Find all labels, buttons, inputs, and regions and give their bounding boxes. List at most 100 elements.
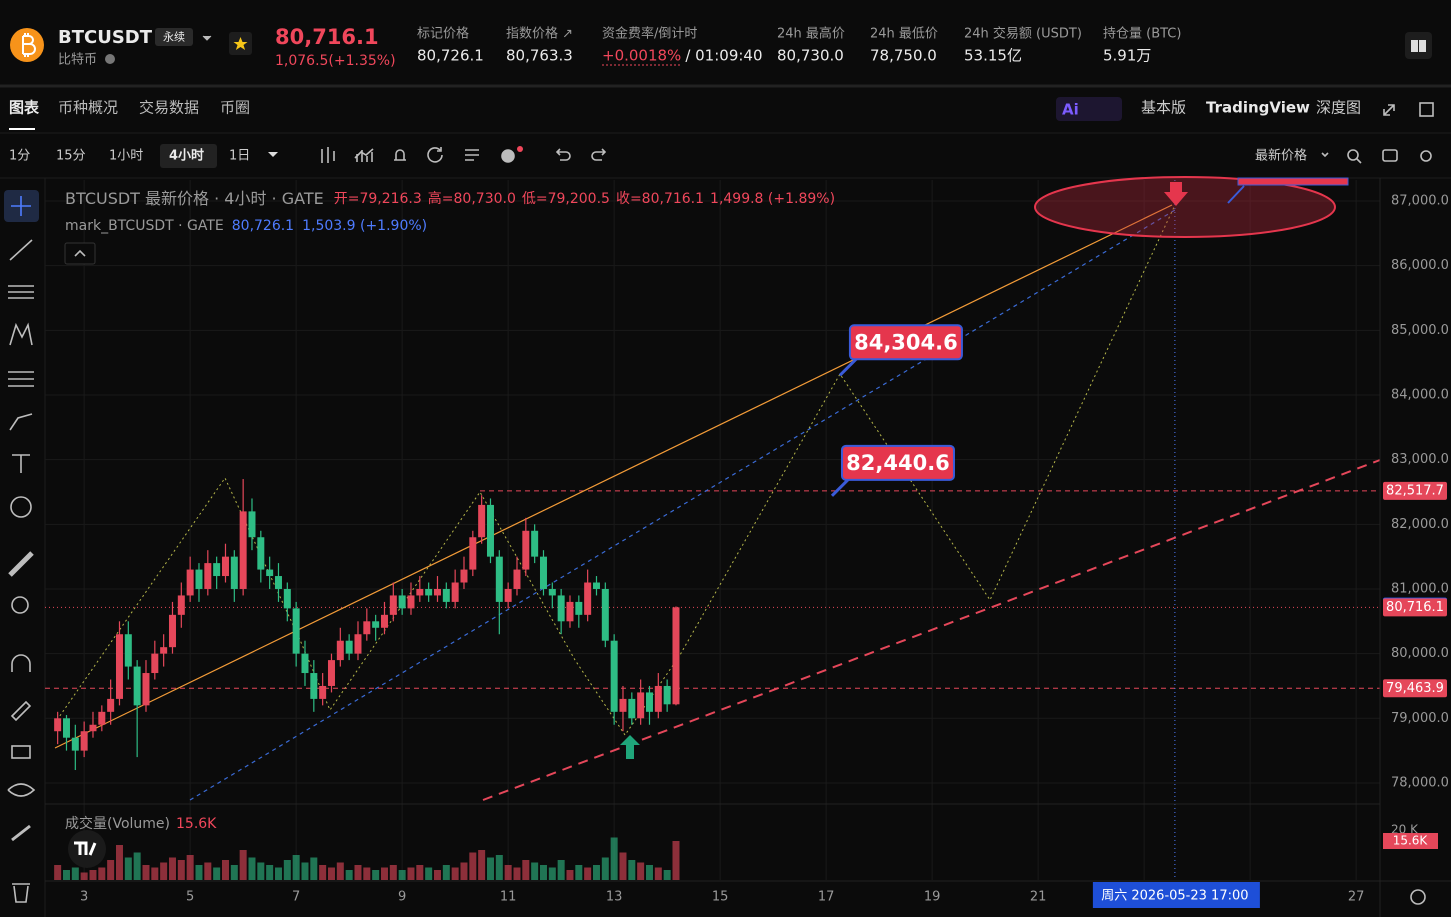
- fib-tool[interactable]: [8, 371, 34, 387]
- trash-tool[interactable]: [12, 883, 30, 903]
- candle-body: [504, 588, 512, 602]
- candle-body: [628, 698, 636, 719]
- view-tab[interactable]: 基本版: [1141, 99, 1186, 117]
- alert-icon[interactable]: [394, 149, 406, 161]
- volume-bar: [274, 867, 282, 880]
- volume-bar: [239, 850, 247, 880]
- candle-body: [363, 621, 371, 635]
- x-tick-label: 21: [1030, 890, 1047, 905]
- candle-body: [142, 673, 150, 706]
- volume-bar: [195, 865, 203, 880]
- stat-value: 53.15亿: [964, 47, 1022, 65]
- interval[interactable]: 15分: [56, 149, 86, 164]
- volume-bar: [601, 857, 609, 880]
- replay-icon[interactable]: [427, 147, 443, 163]
- redo-icon[interactable]: [591, 148, 607, 161]
- stat-value2: / 01:09:40: [685, 47, 762, 65]
- tab[interactable]: 图表: [9, 99, 40, 117]
- callout-box[interactable]: [840, 444, 955, 481]
- volume-bar: [372, 870, 380, 880]
- ai-btn[interactable]: [1056, 97, 1122, 121]
- candle-body: [62, 718, 70, 738]
- y-tick-label: 86,000.0: [1391, 258, 1449, 273]
- brush-tool[interactable]: [9, 413, 33, 431]
- interval[interactable]: 1小时: [109, 149, 143, 164]
- candle-body: [548, 588, 556, 596]
- settings-icon[interactable]: [1420, 150, 1432, 162]
- price-type[interactable]: 最新价格: [1255, 148, 1307, 164]
- tab[interactable]: 币种概况: [58, 99, 118, 117]
- trend-line[interactable]: [482, 459, 1381, 801]
- volume-bar: [637, 862, 645, 880]
- volume-bar: [672, 841, 680, 880]
- interval[interactable]: 4小时: [169, 148, 204, 164]
- interval-caret[interactable]: [268, 152, 278, 157]
- volume-bar: [592, 865, 600, 880]
- x-tick-label: 13: [606, 890, 623, 905]
- stat-label: 持仓量 (BTC): [1103, 27, 1181, 42]
- info-icon[interactable]: [105, 54, 115, 64]
- indicator-icon[interactable]: [354, 148, 374, 162]
- callout-box[interactable]: [848, 324, 963, 361]
- template-icon[interactable]: [465, 149, 479, 161]
- view-tab[interactable]: 深度图: [1316, 99, 1361, 117]
- emoji-tool[interactable]: [10, 496, 32, 518]
- pencil-lock-tool[interactable]: [10, 700, 32, 722]
- volume-bar: [557, 860, 565, 880]
- undo-icon[interactable]: [555, 148, 571, 161]
- add-icon[interactable]: [501, 149, 515, 163]
- candle-body: [239, 511, 247, 589]
- interval[interactable]: 1分: [9, 149, 30, 164]
- x-tick-label: 7: [292, 890, 300, 905]
- tab[interactable]: 交易数据: [139, 99, 199, 117]
- legend-item: 收=80,716.1: [616, 191, 704, 207]
- text-tool[interactable]: [12, 454, 30, 473]
- expand-icon[interactable]: [1383, 104, 1395, 116]
- down-arrow[interactable]: [1164, 182, 1188, 206]
- candle-body: [204, 563, 212, 589]
- stat-label: 24h 最低价: [870, 27, 938, 42]
- book-btn[interactable]: [1405, 32, 1432, 59]
- search-icon[interactable]: [1347, 149, 1359, 161]
- volume-bar: [310, 857, 318, 880]
- eye-tool[interactable]: [7, 783, 36, 797]
- interval[interactable]: 1日: [229, 149, 250, 164]
- legend-title: BTCUSDT 最新价格 · 4小时 · GATE: [65, 189, 324, 208]
- tab-underline: [9, 128, 35, 130]
- trend-line[interactable]: [54, 204, 1173, 749]
- link-tool[interactable]: [11, 824, 31, 842]
- line-tool[interactable]: [9, 239, 33, 261]
- candle-icon[interactable]: [321, 147, 335, 163]
- volume-bar: [248, 857, 256, 880]
- trend-line[interactable]: [189, 209, 1176, 801]
- up-arrow[interactable]: [620, 735, 640, 759]
- price-type-caret[interactable]: [1321, 152, 1329, 158]
- hline-tool[interactable]: [8, 285, 34, 299]
- stat-label: 24h 交易额 (USDT): [964, 26, 1082, 42]
- highlight-ellipse[interactable]: [1034, 176, 1336, 238]
- tab[interactable]: 币圈: [220, 99, 250, 117]
- pattern-tool[interactable]: [9, 322, 33, 346]
- magnet-tool[interactable]: [11, 654, 31, 672]
- cross-icon: [11, 196, 31, 216]
- zigzag[interactable]: [56, 204, 1176, 736]
- interval-active: [160, 144, 217, 168]
- caret[interactable]: [202, 35, 212, 41]
- zoom-tool[interactable]: [11, 596, 29, 614]
- drawings: [54, 176, 1381, 801]
- axis-settings[interactable]: [1410, 889, 1426, 905]
- camera-icon[interactable]: [1382, 149, 1398, 162]
- candle-body: [672, 607, 680, 705]
- volume-bar: [407, 867, 415, 880]
- collapse-btn[interactable]: [64, 242, 96, 265]
- lock-tool[interactable]: [11, 745, 31, 759]
- volume-bar: [327, 867, 335, 880]
- pointer: [1227, 185, 1245, 204]
- view-tab[interactable]: TradingView: [1206, 99, 1310, 117]
- candle-body: [416, 588, 424, 596]
- ruler-tool[interactable]: [8, 551, 34, 577]
- volume-bar: [460, 862, 468, 880]
- drawing-tools: [4, 190, 39, 903]
- window-icon[interactable]: [1419, 102, 1434, 117]
- x-tick-label: 9: [398, 890, 406, 905]
